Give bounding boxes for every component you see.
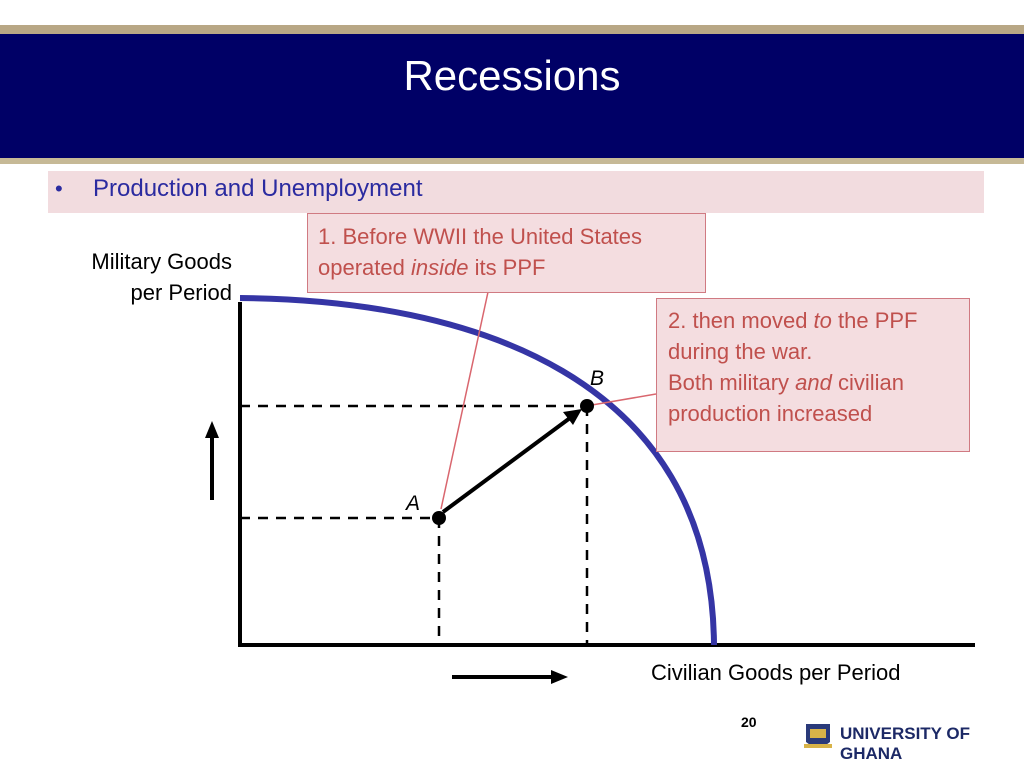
callout-1-line2: operated inside its PPF [318, 252, 695, 283]
callout-2-line3: Both military and civilian [668, 367, 958, 398]
callout-1-pointer [440, 291, 489, 510]
page-number: 20 [741, 714, 757, 730]
institution-logo-text: UNIVERSITY OF GHANA [840, 724, 971, 763]
callout-2-line1-before: 2. then moved [668, 308, 814, 333]
movement-arrow-head [563, 409, 582, 425]
bullet-dot-icon: • [55, 176, 63, 201]
x-axis-label: Civilian Goods per Period [651, 660, 901, 685]
callout-during-war: 2. then moved to the PPF during the war.… [656, 298, 970, 452]
slide-title: Recessions [403, 52, 621, 99]
right-arrow-icon [551, 670, 568, 684]
up-arrow-icon [205, 421, 219, 438]
ppf-curve [239, 295, 717, 646]
point-a-label: A [404, 492, 420, 515]
movement-arrow-line [441, 416, 572, 514]
callout-1-line1: 1. Before WWII the United States [318, 224, 643, 249]
callout-before-wwii: 1. Before WWII the United States operate… [307, 213, 706, 293]
university-crest-icon [804, 724, 832, 748]
callout-2-pointer [591, 393, 657, 406]
callout-2-line2: during the war. [668, 339, 813, 364]
callout-2-line3-before: Both military [668, 370, 796, 395]
callout-1-line2-emphasis: inside [410, 255, 469, 280]
callout-2-line3-after: civilian [831, 370, 905, 395]
title-top-stripe [0, 25, 1024, 34]
callout-2-line3-emphasis: and [795, 370, 832, 395]
callout-2-line1: 2. then moved to the PPF [668, 305, 958, 336]
point-a [432, 511, 446, 525]
bullet-text: Production and Unemployment [93, 175, 423, 202]
y-axis-label: Military Goods per Period [60, 246, 232, 308]
callout-1-line2-before: operated [318, 255, 411, 280]
callout-2-line1-emphasis: to [813, 308, 832, 333]
y-axis-label-line1: Military Goods [91, 249, 232, 274]
callout-2-line1-after: the PPF [831, 308, 918, 333]
point-b-label: B [590, 367, 604, 390]
bullet-bar [48, 171, 984, 213]
title-bar [0, 34, 1024, 158]
y-axis-label-line2: per Period [130, 280, 232, 305]
callout-2-line4: production increased [668, 401, 873, 426]
title-bar-bottom-stripe [0, 158, 1024, 164]
point-b [580, 399, 594, 413]
callout-1-line2-after: its PPF [468, 255, 546, 280]
